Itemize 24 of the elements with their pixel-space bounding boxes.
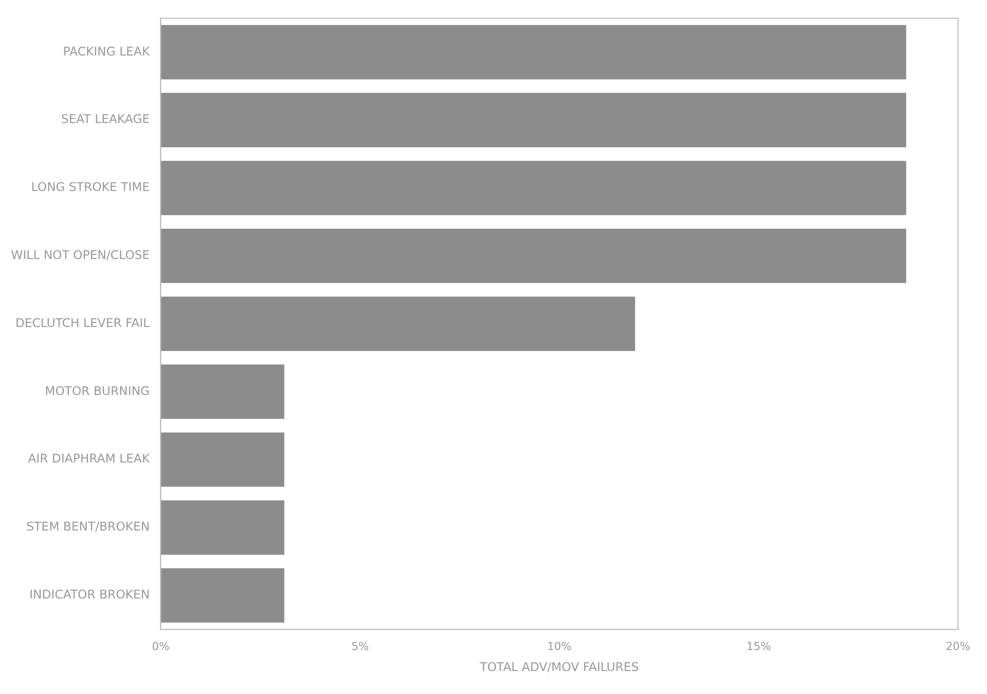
bar (160, 228, 906, 284)
x-tick-label: 5% (351, 640, 369, 653)
bar (160, 160, 906, 216)
y-tick-label: WILL NOT OPEN/CLOSE (10, 248, 150, 262)
x-tick-label: 10% (547, 640, 572, 653)
y-tick-label: INDICATOR BROKEN (29, 588, 150, 602)
x-tick-label: 20% (946, 640, 970, 653)
y-tick-label: SEAT LEAKAGE (61, 112, 150, 126)
bar (160, 568, 284, 623)
y-tick-label: STEM BENT/BROKEN (26, 520, 150, 534)
y-tick-label: LONG STROKE TIME (31, 180, 150, 194)
bar (160, 500, 284, 555)
x-tick-label: 0% (152, 640, 170, 653)
bar (160, 432, 284, 487)
x-axis-title: TOTAL ADV/MOV FAILURES (478, 660, 639, 674)
y-tick-label: AIR DIAPHRAM LEAK (28, 452, 151, 466)
bar (160, 296, 636, 351)
x-tick-label: 15% (746, 640, 771, 653)
bar (160, 364, 284, 419)
y-tick-label: MOTOR BURNING (44, 384, 150, 398)
y-tick-label: PACKING LEAK (63, 44, 151, 58)
bar (160, 24, 906, 80)
y-tick-label: DECLUTCH LEVER FAIL (15, 316, 150, 330)
bar (160, 92, 906, 148)
